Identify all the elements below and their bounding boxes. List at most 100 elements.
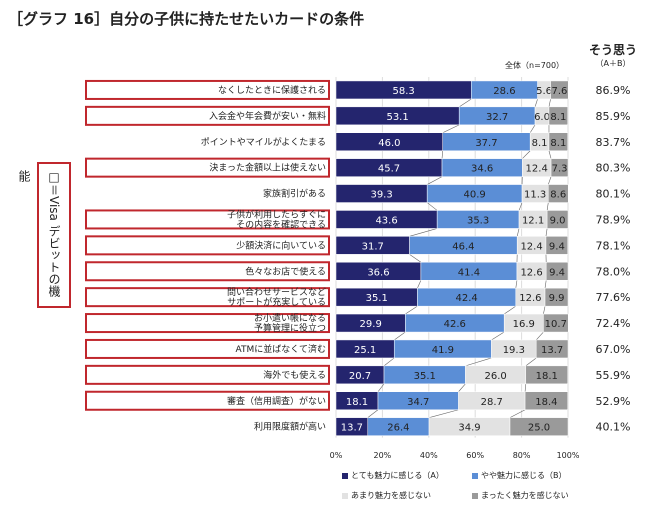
connector-line (515, 280, 518, 289)
bars: 58.3 28.6 5.6 7.653.1 32.7 6.0 8.146.0 37.7 8.1 8… (335, 80, 569, 436)
bar-value-label: 46.0 (378, 138, 400, 149)
bar-value-label: 12.6 (519, 293, 541, 304)
highlight-frame (85, 364, 330, 385)
highlight-frame (85, 79, 330, 100)
category-label: 海外でも使える (263, 369, 326, 381)
bar-value-label: 8.1 (550, 112, 566, 123)
category-label: なくしたときに保護される (218, 84, 326, 96)
bar-segment (543, 313, 569, 333)
category-label-line: 利用限度額が高い (254, 421, 326, 433)
connector-line (545, 228, 548, 237)
bar-value-label: 45.7 (378, 164, 400, 175)
legend-item-a: とても魅力に感じる（A） (342, 470, 444, 481)
category-label: 色々なお店で使える (245, 265, 326, 277)
bar-value-label: 18.1 (536, 371, 558, 382)
legend-swatch-a (342, 472, 348, 479)
bar-value-label: 19.3 (503, 345, 525, 356)
bar-value-label: 26.4 (387, 423, 409, 434)
bar-value-label: 46.4 (452, 241, 474, 252)
bar-value-label: 5.6 (536, 86, 552, 97)
bar-segment (548, 106, 569, 126)
highlight-frame (85, 390, 330, 411)
connector-line (459, 98, 472, 108)
bar-value-label: 7.6 (551, 86, 567, 97)
highlight-frame (85, 313, 330, 334)
category-label-line: ATMに並ばなくて済む (236, 343, 326, 355)
category-label: 少額決済に向いている (236, 239, 326, 251)
x-tick-label: 100% (557, 451, 580, 460)
bar-segment (548, 184, 569, 203)
bar-segment (544, 287, 569, 307)
connector-line (377, 383, 385, 392)
bar-value-label: 8.6 (550, 190, 566, 201)
connector-line (516, 228, 520, 237)
bar-value-label: 39.3 (370, 190, 392, 201)
visa-debit-legend-box: □＝Visa デビットの機能 (17, 162, 71, 308)
legend-swatch-c (342, 492, 348, 499)
summary-value: 80.1% (596, 188, 631, 201)
bar-value-label: 20.7 (349, 371, 371, 382)
summary-value: 85.9% (596, 110, 631, 123)
connector-line (409, 228, 438, 237)
bar-value-label: 42.6 (444, 319, 466, 330)
bar-value-label: 35.3 (467, 215, 489, 226)
category-label-line: その内容を確認できる (236, 218, 326, 230)
summary-value: 40.1% (596, 421, 631, 434)
connector-line (441, 150, 444, 159)
bar-value-label: 10.7 (545, 319, 567, 330)
connector-line (442, 124, 460, 134)
connector-line (383, 357, 395, 367)
highlight-frame (85, 105, 330, 126)
bar-value-label: 42.4 (455, 293, 477, 304)
bar-value-label: 13.7 (341, 423, 363, 434)
bar-segment (546, 210, 569, 229)
connector-line (525, 357, 537, 367)
highlight-frame (85, 209, 330, 230)
legend-label-b: やや魅力に感じる（B） (481, 471, 567, 480)
category-label-line: なくしたときに保護される (218, 84, 326, 96)
connector-line (405, 305, 418, 315)
connector-line (548, 150, 552, 159)
summary-value: 78.0% (596, 265, 631, 278)
category-label-line: 予算管理に役立つ (254, 322, 326, 334)
highlight-frame (85, 157, 330, 178)
legend-swatch-b (472, 472, 478, 479)
connector-line (546, 202, 549, 211)
chart-title: ［グラフ 16］自分の子供に持たせたいカードの条件 (8, 10, 365, 28)
category-label-line: 子供が利用したらすぐに (227, 208, 326, 220)
bar-value-label: 41.4 (458, 267, 480, 278)
highlight-frame (85, 287, 330, 308)
connector-line (367, 409, 379, 418)
summary-subheader: （A＋B） (595, 59, 631, 68)
summary-value: 78.9% (596, 213, 631, 226)
category-label-line: 色々なお店で使える (245, 265, 326, 277)
connector-line (529, 124, 536, 133)
summary-value: 55.9% (596, 369, 631, 382)
bar-value-label: 16.9 (513, 319, 535, 330)
legend-label-c: あまり魅力を感じない (351, 491, 431, 500)
bar-value-label: 36.6 (367, 267, 389, 278)
bar-segment (545, 236, 569, 255)
category-label-line: 家族割引がある (263, 188, 326, 200)
bar-value-label: 34.6 (471, 164, 493, 175)
bar-value-label: 12.4 (526, 164, 548, 175)
connector-line (427, 176, 443, 185)
category-label-line: 審査（信用調査）がない (227, 395, 326, 407)
bar-value-label: 18.4 (535, 397, 557, 408)
bar-segment (509, 417, 569, 436)
visa-debit-legend-text: □＝Visa デビットの機能 (17, 170, 61, 297)
summary-header: そう思う (588, 43, 637, 57)
summary-value: 80.3% (596, 162, 631, 175)
bar-value-label: 25.0 (528, 423, 550, 434)
connector-line (522, 150, 531, 159)
category-label-line: サポートが充実している (227, 296, 326, 308)
category-label: 子供が利用したらすぐにその内容を確認できる (227, 208, 326, 230)
connector-line (426, 202, 438, 211)
bar-value-label: 28.6 (493, 86, 515, 97)
category-label: お小遣い帳になる予算管理に役立つ (254, 312, 326, 334)
category-label-line: 入会金や年会費が安い・無料 (209, 110, 326, 122)
category-label-line: 海外でも使える (263, 369, 326, 381)
sample-size-note: 全体（n=700） (505, 61, 565, 70)
connector-line (394, 331, 406, 341)
bar-segment (524, 391, 569, 410)
